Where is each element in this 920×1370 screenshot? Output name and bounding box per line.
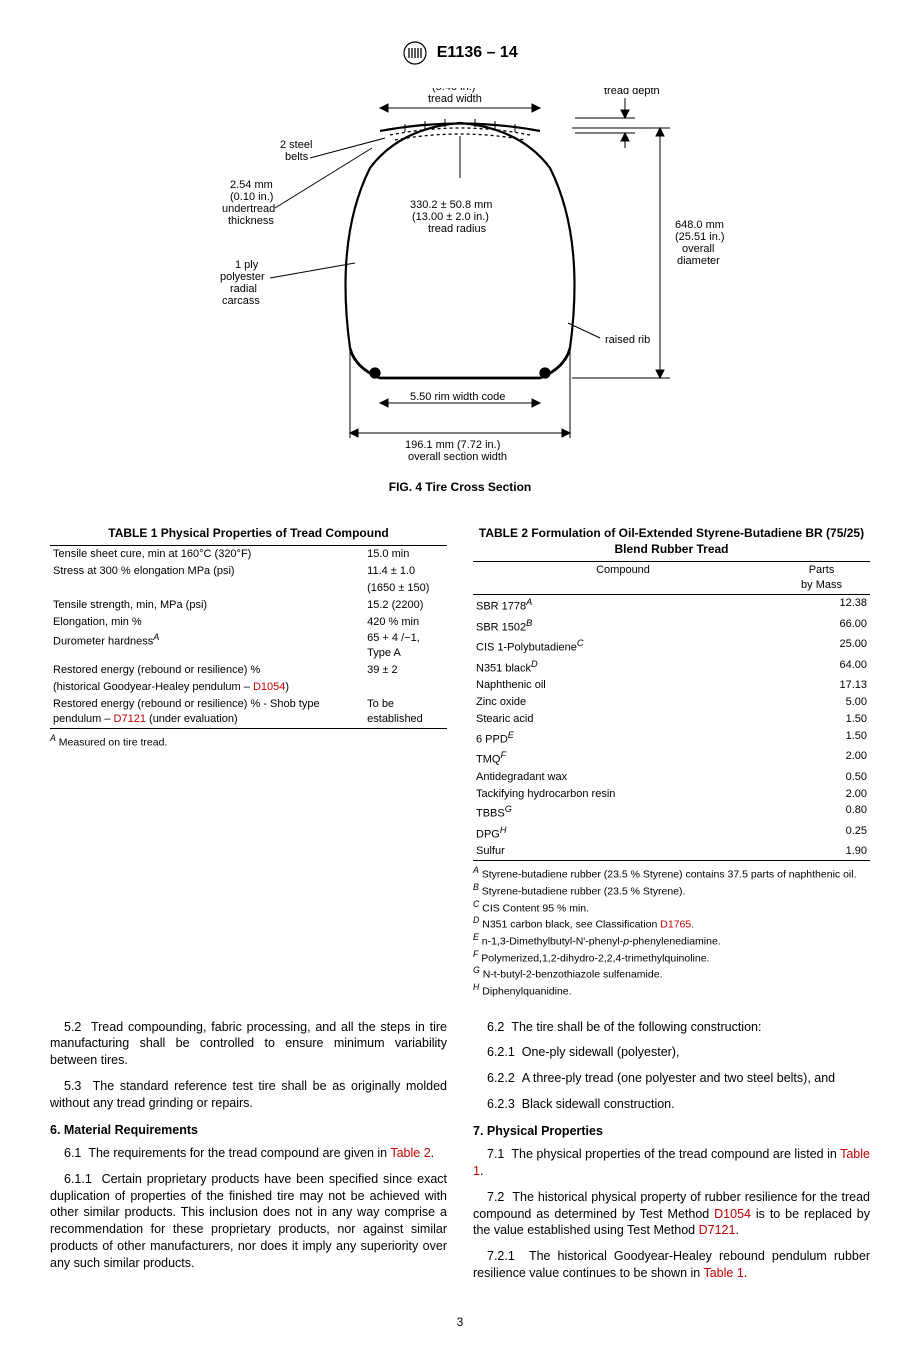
table2-col2: Parts by Mass — [773, 562, 870, 595]
para-6-2-1: 6.2.1 One-ply sidewall (polyester), — [473, 1044, 870, 1061]
label-tread-width: 137.2 mm(5.40 in.)tread width — [428, 88, 482, 105]
label-tread-radius: 330.2 ± 50.8 mm(13.00 ± 2.0 in.)tread ra… — [410, 199, 492, 235]
tire-cross-section-icon: 137.2 mm(5.40 in.)tread width 9.3 mm(0.3… — [180, 88, 740, 468]
label-section-width: 196.1 mm (7.72 in.)overall section width — [405, 439, 507, 463]
page-number: 3 — [50, 1314, 870, 1330]
table2-col1: Compound — [473, 562, 773, 595]
table1-title: TABLE 1 Physical Properties of Tread Com… — [50, 525, 447, 541]
table2-title: TABLE 2 Formulation of Oil-Extended Styr… — [473, 525, 870, 557]
table2: Compound Parts by Mass SBR 1778A12.38SBR… — [473, 561, 870, 861]
para-6-1-1: 6.1.1 Certain proprietary products have … — [50, 1171, 447, 1272]
label-rim-width: 5.50 rim width code — [410, 391, 505, 403]
para-6-1: 6.1 The requirements for the tread compo… — [50, 1145, 447, 1162]
figure-caption: FIG. 4 Tire Cross Section — [50, 479, 870, 495]
document-code: E1136 – 14 — [437, 44, 518, 61]
label-overall-dia: 648.0 mm(25.51 in.)overalldiameter — [675, 219, 725, 267]
para-6-2-3: 6.2.3 Black sidewall construction. — [473, 1096, 870, 1113]
document-header: E1136 – 14 — [50, 40, 870, 66]
heading-7: 7. Physical Properties — [473, 1123, 870, 1140]
para-6-2-2: 6.2.2 A three-ply tread (one polyester a… — [473, 1070, 870, 1087]
table1-footnote: A Measured on tire tread. — [50, 733, 447, 750]
label-raised-rib: raised rib — [605, 334, 650, 346]
para-7-1: 7.1 The physical properties of the tread… — [473, 1146, 870, 1180]
table2-footnotes: A Styrene-butadiene rubber (23.5 % Styre… — [473, 865, 870, 998]
label-tread-depth: 9.3 mm(0.365 in.)minimumtread depth — [604, 88, 660, 97]
para-7-2-1: 7.2.1 The historical Goodyear-Healey reb… — [473, 1248, 870, 1282]
label-undertread: 2.54 mm(0.10 in.)undertreadthickness — [222, 179, 275, 227]
label-steel-belts: 2 steelbelts — [280, 139, 312, 163]
para-5-2: 5.2 Tread compounding, fabric processing… — [50, 1019, 447, 1070]
heading-6: 6. Material Requirements — [50, 1122, 447, 1139]
para-5-3: 5.3 The standard reference test tire sha… — [50, 1078, 447, 1112]
label-carcass: 1 plypolyesterradialcarcass — [220, 259, 265, 307]
astm-logo-icon — [402, 40, 428, 66]
para-6-2: 6.2 The tire shall be of the following c… — [473, 1019, 870, 1036]
tire-cross-section-figure: 137.2 mm(5.40 in.)tread width 9.3 mm(0.3… — [50, 88, 870, 495]
table1: Tensile sheet cure, min at 160°C (320°F)… — [50, 545, 447, 728]
